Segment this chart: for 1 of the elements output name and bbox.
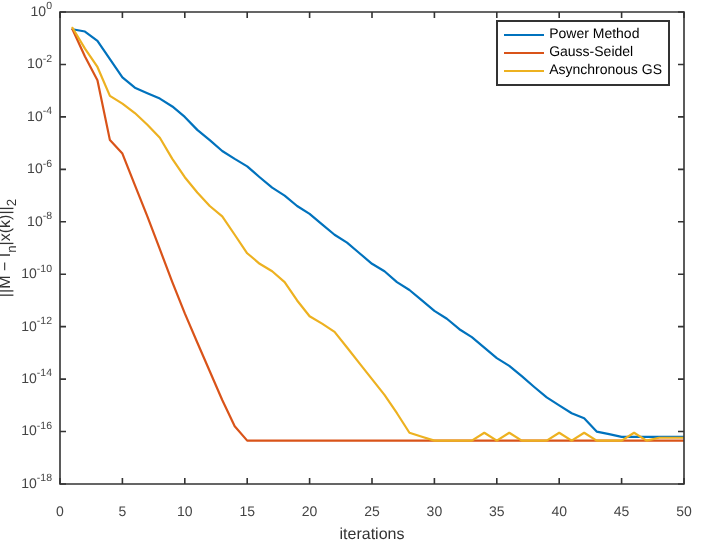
x-axis-title: iterations	[339, 524, 405, 543]
